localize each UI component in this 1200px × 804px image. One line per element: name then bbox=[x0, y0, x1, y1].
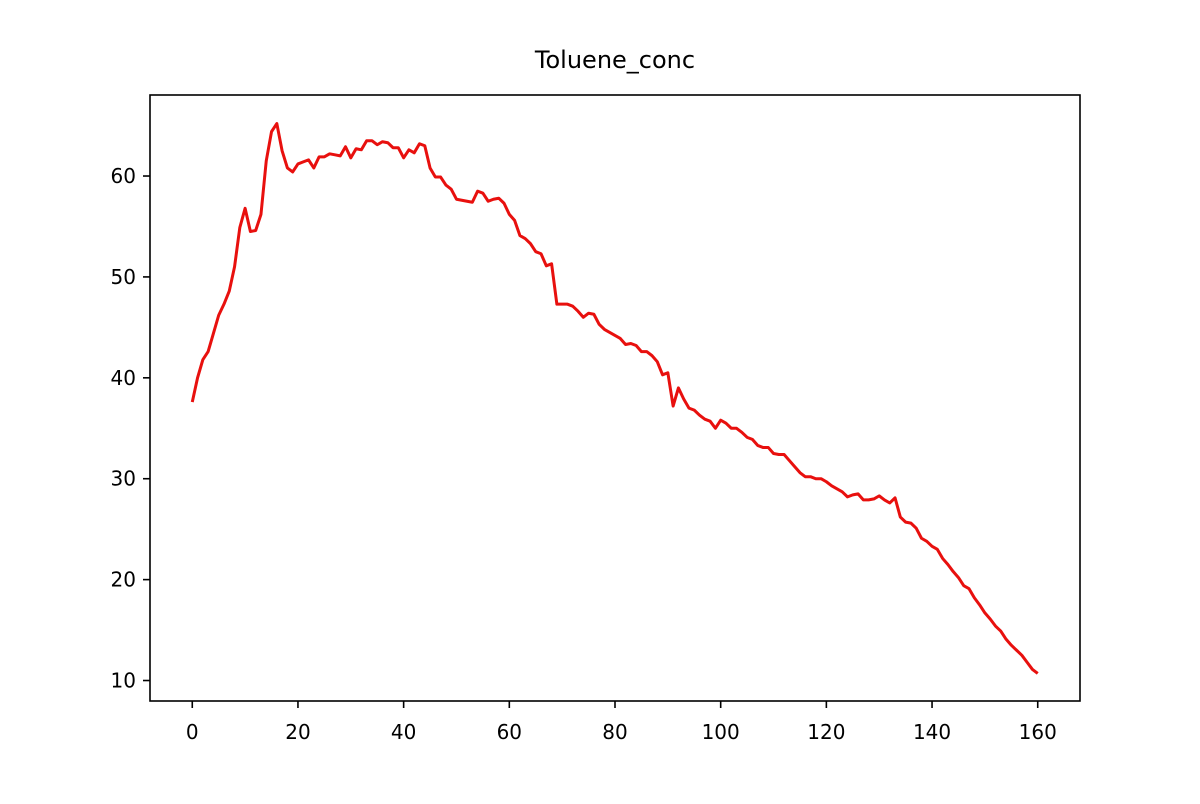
y-tick-label: 40 bbox=[111, 366, 136, 390]
x-tick-label: 0 bbox=[186, 720, 199, 744]
y-tick-label: 30 bbox=[111, 467, 136, 491]
y-tick-label: 20 bbox=[111, 568, 136, 592]
x-tick-label: 140 bbox=[913, 720, 951, 744]
line bbox=[190, 122, 1039, 675]
x-tick-label: 80 bbox=[602, 720, 627, 744]
x-tick-label: 100 bbox=[702, 720, 740, 744]
chart-title: Toluene_conc bbox=[534, 46, 695, 74]
x-tick-label: 60 bbox=[497, 720, 522, 744]
y-tick-label: 10 bbox=[111, 669, 136, 693]
y-tick-label: 60 bbox=[111, 164, 136, 188]
y-tick-label: 50 bbox=[111, 265, 136, 289]
plot-frame bbox=[149, 94, 1081, 702]
x-tick-label: 160 bbox=[1019, 720, 1057, 744]
x-tick-label: 120 bbox=[807, 720, 845, 744]
x-tick-label: 20 bbox=[285, 720, 310, 744]
x-tick-label: 40 bbox=[391, 720, 416, 744]
